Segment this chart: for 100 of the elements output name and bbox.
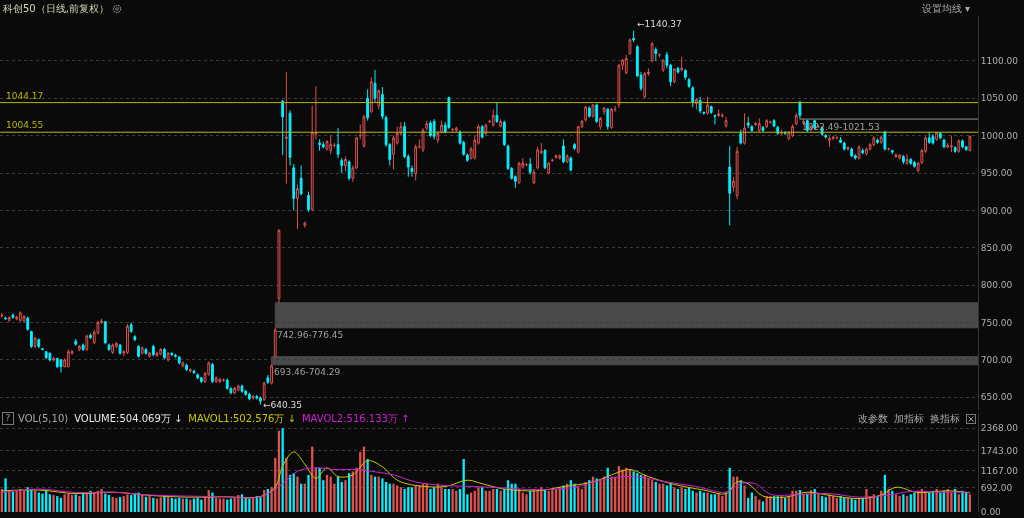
candlestick [240, 384, 244, 394]
candlestick [303, 221, 307, 229]
bar [148, 496, 151, 512]
candlestick [828, 135, 831, 148]
candlestick [284, 71, 288, 184]
candlestick [717, 108, 721, 118]
bar [562, 485, 565, 512]
bar [174, 498, 177, 512]
line-series [1, 451, 971, 500]
candlestick [957, 138, 961, 154]
bar [913, 492, 916, 512]
candlestick [495, 101, 499, 124]
candlestick [74, 338, 78, 347]
candlestick [842, 141, 846, 152]
candlestick [37, 337, 41, 349]
bar [381, 478, 384, 512]
bar [100, 489, 103, 512]
candlestick [15, 315, 19, 321]
candlestick [236, 384, 240, 392]
text: 设置均线 ▾ [921, 1, 970, 16]
candlestick [52, 356, 55, 362]
candlestick [78, 344, 81, 352]
candlestick [949, 135, 953, 153]
y-tick-label: 692.00 [980, 482, 1013, 493]
candlestick [746, 116, 750, 129]
candlestick [728, 145, 732, 226]
candlestick [299, 165, 303, 196]
bar [950, 492, 953, 512]
candlestick [913, 160, 916, 169]
candlestick [159, 347, 163, 356]
bar [4, 478, 7, 512]
candlestick [894, 153, 898, 159]
bar [296, 476, 299, 512]
candlestick [672, 67, 676, 84]
candlestick [429, 120, 432, 138]
candlestick [41, 347, 44, 351]
candlestick [336, 127, 340, 159]
candlestick [569, 156, 573, 173]
candlestick [536, 146, 539, 170]
candlestick [632, 30, 636, 43]
candlestick [262, 381, 266, 402]
candlestick [739, 129, 743, 146]
bar [599, 480, 602, 512]
bar [695, 492, 698, 512]
bar [200, 499, 203, 512]
candlestick [329, 135, 333, 155]
candlestick [177, 355, 181, 365]
bar [828, 494, 831, 512]
candlestick [4, 316, 7, 321]
bar [259, 496, 262, 512]
bar [658, 483, 661, 512]
candlestick [879, 135, 883, 145]
y-tick-label: 750.00 [980, 317, 1013, 328]
candlestick [377, 88, 381, 110]
y-tick-label: 0.00 [980, 507, 1002, 518]
bar [584, 481, 587, 512]
candlestick [188, 367, 192, 374]
bar [307, 474, 310, 512]
candlestick [211, 362, 214, 384]
bar [761, 501, 765, 512]
candlestick [683, 68, 687, 81]
line-series [1, 467, 971, 499]
candlestick [347, 159, 351, 181]
candlestick [266, 374, 270, 385]
candlestick [155, 351, 159, 356]
candlestick [724, 116, 728, 128]
candlestick [118, 343, 122, 356]
candlestick [185, 363, 188, 372]
candlestick [890, 149, 894, 155]
bar [63, 494, 66, 512]
candlestick [517, 161, 521, 185]
bar [344, 480, 347, 512]
candlestick [883, 130, 887, 152]
annotation: ←640.35 [263, 400, 303, 410]
candlestick [233, 386, 237, 395]
y-tick-label: 700.00 [980, 355, 1013, 366]
candlestick [296, 183, 299, 230]
candlestick [81, 342, 85, 352]
candlestick [628, 37, 632, 56]
candlestick [26, 316, 30, 332]
candlestick [706, 96, 709, 116]
bar [15, 490, 18, 512]
candlestick [214, 375, 218, 384]
bar [780, 496, 783, 512]
bar [902, 494, 905, 512]
candlestick [181, 360, 185, 368]
candlestick [129, 322, 133, 334]
annotation: ←1140.37 [637, 19, 682, 29]
bar [909, 494, 912, 512]
annotation: VOLUME:504.069万 ↓ [74, 411, 183, 426]
bar [488, 490, 491, 512]
candlestick [59, 358, 63, 374]
bar [67, 493, 70, 512]
bar [499, 490, 502, 512]
bar [713, 494, 717, 512]
bar [440, 487, 443, 512]
candlestick [22, 314, 26, 324]
y-tick-label: 2368.00 [980, 423, 1019, 434]
candlestick [66, 348, 70, 368]
candlestick [89, 334, 92, 340]
